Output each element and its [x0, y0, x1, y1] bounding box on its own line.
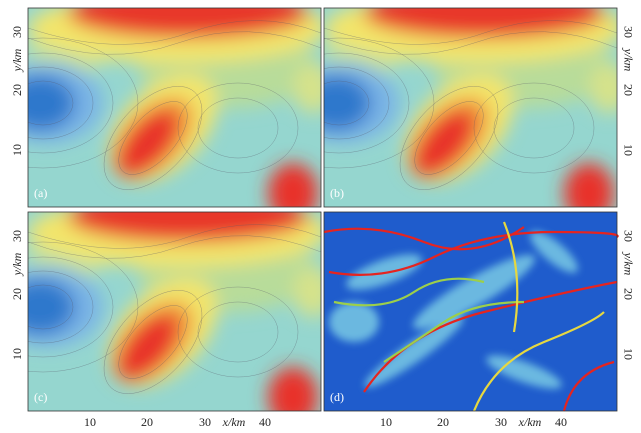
- ridge-line: [472, 311, 605, 412]
- panel: (d): [323, 211, 619, 412]
- patch: [329, 302, 379, 342]
- y-tick-label: 30: [621, 230, 635, 242]
- panel-frame: [323, 211, 618, 412]
- x-tick-label: 20: [141, 415, 153, 429]
- y-tick-label: 20: [10, 288, 24, 300]
- ridge-line: [502, 221, 519, 333]
- panel: (c): [0, 192, 333, 427]
- y-tick-label: 10: [10, 144, 24, 156]
- panel-label: (b): [330, 186, 344, 200]
- x-axis-label: x/km: [518, 415, 542, 429]
- field-map: [0, 192, 333, 427]
- gradient-patches: [329, 231, 578, 389]
- ridge-line: [363, 280, 618, 393]
- y-tick-label: 20: [10, 84, 24, 96]
- y-axis-label: y/km: [621, 48, 635, 72]
- panel-label: (a): [34, 186, 47, 200]
- x-axis-label: x/km: [222, 415, 246, 429]
- y-axis-label: y/km: [621, 252, 635, 276]
- panel-frame: [323, 7, 618, 208]
- y-tick-label: 30: [10, 230, 24, 242]
- ridge-line: [383, 300, 525, 363]
- ridge-line: [333, 277, 485, 307]
- x-tick-label: 10: [380, 415, 392, 429]
- patch: [364, 316, 464, 388]
- panel: (a): [0, 0, 333, 223]
- x-tick-label: 30: [199, 415, 211, 429]
- patch: [530, 231, 578, 273]
- panel-frame: [27, 7, 322, 208]
- y-axis-label: y/km: [10, 252, 24, 276]
- ridge-line: [562, 360, 615, 412]
- panel: (b): [244, 0, 629, 223]
- patch: [412, 254, 536, 330]
- y-tick-label: 30: [621, 26, 635, 38]
- panel-frame: [27, 211, 322, 412]
- x-tick-label: 40: [259, 415, 271, 429]
- ridge-line: [323, 226, 525, 251]
- panel-label: (c): [34, 390, 47, 404]
- y-axis-label: y/km: [10, 48, 24, 72]
- patch: [486, 355, 562, 389]
- x-tick-label: 10: [84, 415, 96, 429]
- y-tick-label: 30: [10, 26, 24, 38]
- y-tick-label: 10: [10, 348, 24, 360]
- y-tick-label: 10: [621, 348, 635, 360]
- panel-label: (d): [330, 390, 344, 404]
- y-tick-label: 20: [621, 84, 635, 96]
- y-tick-label: 20: [621, 288, 635, 300]
- x-tick-label: 30: [495, 415, 507, 429]
- x-tick-label: 40: [555, 415, 567, 429]
- x-tick-label: 20: [437, 415, 449, 429]
- y-tick-label: 10: [621, 144, 635, 156]
- field-map: [0, 0, 333, 223]
- ridge-line: [328, 230, 619, 276]
